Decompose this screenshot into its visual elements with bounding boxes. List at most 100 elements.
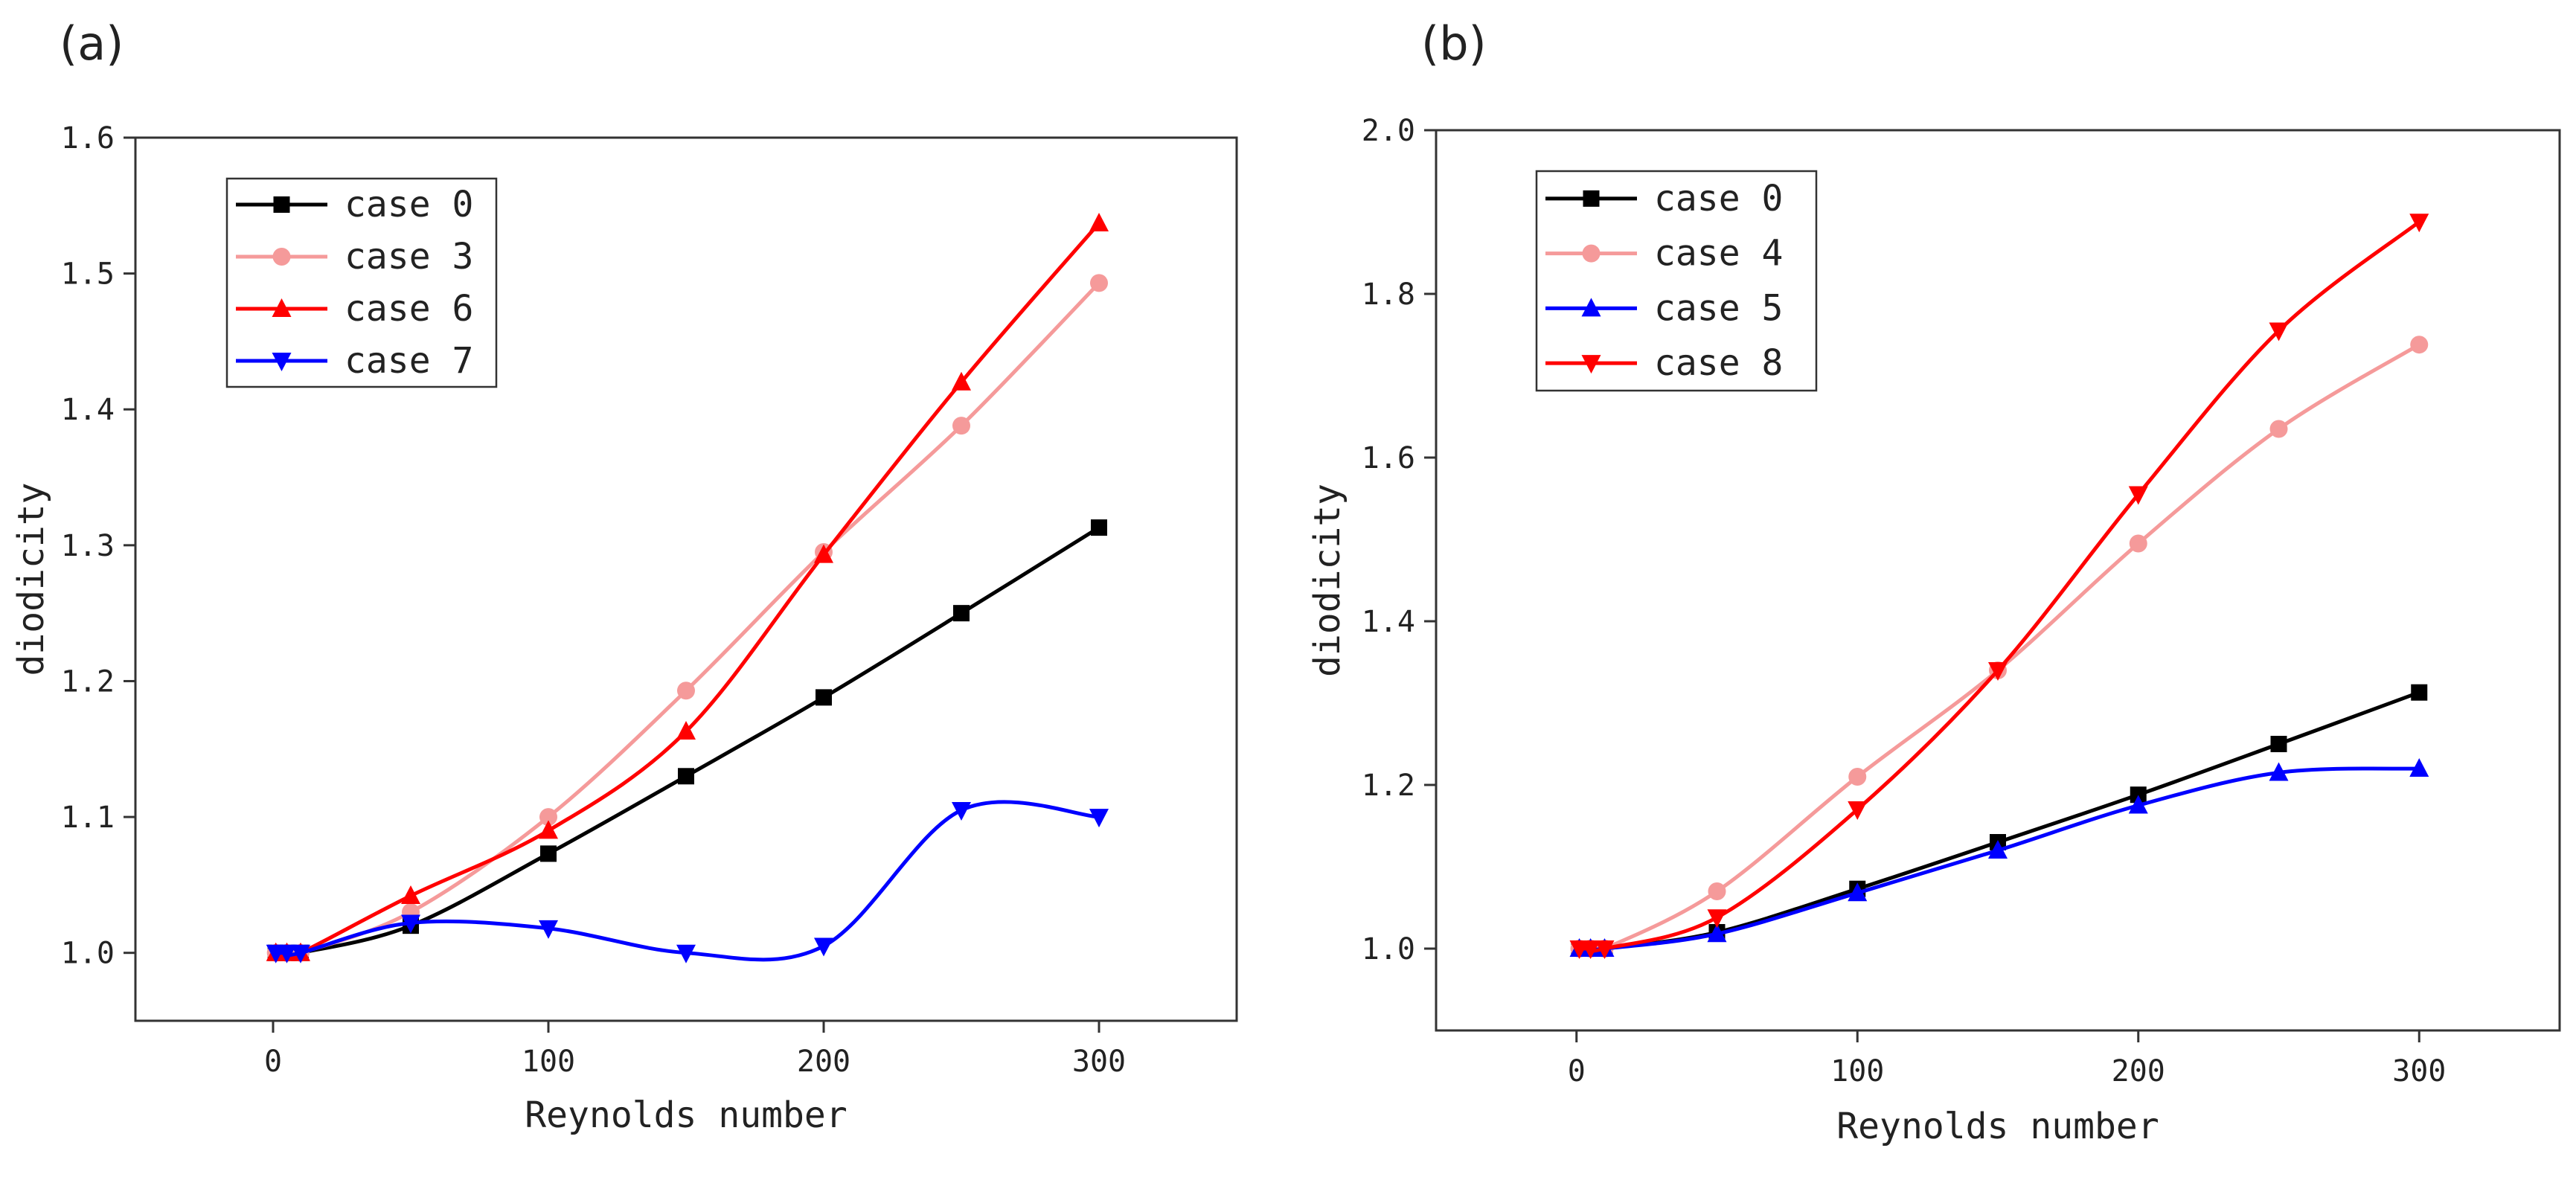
data-point	[539, 820, 558, 839]
data-point	[539, 920, 558, 939]
y-tick-label-a: 1.0	[61, 937, 115, 971]
y-tick-label-b: 1.4	[1362, 605, 1415, 639]
series-line	[275, 525, 1100, 957]
x-tick-label-b: 100	[1830, 1054, 1884, 1088]
x-tick-label-a: 0	[264, 1045, 282, 1079]
data-point	[1595, 940, 1615, 959]
data-point	[2269, 322, 2289, 342]
data-point	[2269, 762, 2289, 781]
data-point	[2410, 336, 2429, 354]
x-tick-label-a: 200	[797, 1045, 850, 1079]
data-point	[539, 808, 557, 827]
legend-marker	[1581, 298, 1601, 317]
data-point	[953, 605, 970, 622]
data-point	[1580, 940, 1601, 959]
data-point	[2269, 420, 2288, 438]
series-a-case-0	[267, 519, 1107, 961]
data-point	[2409, 214, 2429, 233]
data-point	[1848, 882, 1868, 902]
series-b-case-4	[1570, 336, 2429, 958]
y-tick-label-b: 1.0	[1362, 932, 1415, 966]
data-point	[1848, 801, 1868, 820]
data-point	[952, 371, 971, 391]
series-line	[1579, 343, 2420, 955]
legend-marker	[1581, 355, 1601, 374]
legend-marker	[272, 298, 292, 317]
y-tick-label-b: 2.0	[1362, 114, 1415, 148]
x-tick-label-a: 300	[1072, 1045, 1126, 1079]
legend-box	[1535, 170, 1818, 392]
y-tick-label-a: 1.5	[61, 257, 115, 292]
x-tick-label-b: 0	[1568, 1054, 1586, 1088]
data-point	[814, 937, 833, 957]
legend-marker	[273, 196, 290, 213]
y-tick-label-a: 1.4	[61, 393, 115, 427]
plot-frame-b	[1435, 129, 2561, 1032]
data-point	[401, 914, 420, 934]
legend-label: case 4	[1654, 233, 1783, 275]
data-point	[1988, 662, 2008, 681]
series-line	[1579, 690, 2420, 952]
data-point	[814, 544, 833, 563]
data-point	[277, 944, 297, 963]
y-tick-label-a: 1.3	[61, 529, 115, 563]
panel-label-a: (a)	[60, 16, 124, 71]
legend-label: case 0	[1654, 178, 1783, 219]
data-point	[1988, 840, 2008, 859]
data-point	[291, 944, 310, 963]
data-point	[1707, 923, 1727, 943]
legend-label: case 7	[345, 340, 473, 382]
legend-marker	[272, 248, 291, 266]
series-a-case-7	[266, 800, 1109, 963]
data-point	[2128, 795, 2148, 814]
series-b-case-0	[1571, 684, 2428, 957]
data-point	[2130, 786, 2147, 804]
legend-label: case 5	[1654, 287, 1783, 329]
data-point	[816, 689, 832, 706]
legend-a: case 0 case 3 case 6 case 7	[225, 177, 498, 388]
y-tick-label-a: 1.6	[61, 121, 115, 155]
plot-frame-a	[134, 136, 1238, 1022]
y-tick-label-b: 1.8	[1362, 278, 1415, 312]
data-point	[2128, 486, 2148, 505]
data-point	[952, 801, 971, 821]
legend-marker	[272, 353, 292, 371]
data-point	[2411, 684, 2428, 701]
x-tick-label-b: 200	[2112, 1054, 2165, 1088]
x-tick-label-b: 300	[2392, 1054, 2446, 1088]
x-tick-label-a: 100	[522, 1045, 575, 1079]
panel-label-b: (b)	[1421, 16, 1487, 71]
data-point	[1091, 519, 1107, 536]
data-point	[1089, 809, 1109, 828]
chart-panel-a: (a) 0 100 200 300 1.0 1.1 1.2 1.3 1.4 1.5 1.6 Reynol…	[10, 16, 1238, 1136]
data-point	[540, 845, 557, 862]
data-point	[1089, 213, 1109, 232]
data-point	[1090, 274, 1108, 292]
y-tick-label-a: 1.1	[61, 801, 115, 835]
x-axis-title-b: Reynolds number	[1836, 1106, 2159, 1147]
data-point	[2129, 534, 2147, 553]
y-tick-label-b: 1.2	[1362, 769, 1415, 803]
data-point	[677, 682, 695, 700]
y-axis-title-a: diodicity	[10, 482, 52, 676]
y-tick-label-b: 1.6	[1362, 441, 1415, 475]
legend-marker	[1582, 244, 1601, 263]
series-line	[275, 800, 1100, 962]
chart-panel-b: (b) 0 100 200 300 1.0 1.2 1.4 1.6 1.8 2.0 Reynolds …	[1307, 16, 2561, 1147]
legend-marker	[1583, 190, 1600, 207]
series-b-case-8	[1569, 214, 2429, 959]
data-point	[676, 721, 696, 740]
data-point	[676, 944, 696, 963]
legend-b: case 0 case 4 case 5 case 8	[1535, 170, 1818, 392]
x-axis-title-a: Reynolds number	[525, 1094, 847, 1136]
legend-box	[225, 177, 498, 388]
legend-label: case 6	[345, 288, 473, 330]
data-point	[952, 417, 970, 435]
legend-label: case 3	[345, 236, 473, 278]
data-point	[1707, 909, 1727, 929]
legend-label: case 8	[1654, 342, 1783, 384]
data-point	[2409, 758, 2429, 777]
data-point	[1848, 768, 1867, 786]
data-point	[678, 768, 694, 785]
